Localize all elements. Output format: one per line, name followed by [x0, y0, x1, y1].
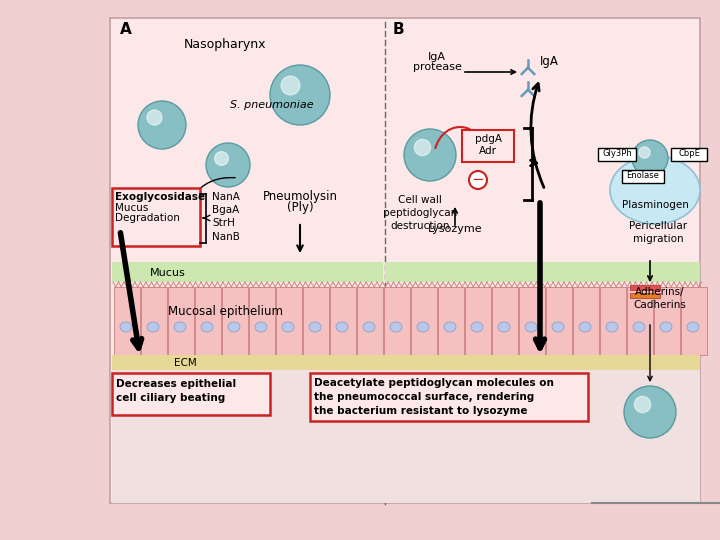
Text: Degradation: Degradation	[115, 213, 180, 223]
Bar	[464, 287, 490, 355]
Bar	[222, 287, 248, 355]
Ellipse shape	[552, 322, 564, 332]
FancyBboxPatch shape	[598, 148, 636, 161]
Ellipse shape	[471, 322, 483, 332]
Bar	[385, 262, 700, 282]
FancyBboxPatch shape	[622, 170, 664, 183]
Bar	[572, 287, 598, 355]
Ellipse shape	[579, 322, 591, 332]
Bar	[630, 285, 660, 290]
Ellipse shape	[147, 322, 159, 332]
Text: Nasopharynx: Nasopharynx	[184, 38, 266, 51]
Circle shape	[206, 143, 250, 187]
Bar	[518, 287, 544, 355]
Text: Decreases epithelial
cell ciliary beating: Decreases epithelial cell ciliary beatin…	[116, 379, 236, 403]
Ellipse shape	[606, 322, 618, 332]
Circle shape	[138, 101, 186, 149]
Circle shape	[624, 386, 676, 438]
Text: Lysozyme: Lysozyme	[428, 224, 482, 234]
Bar	[140, 287, 166, 355]
Ellipse shape	[633, 322, 645, 332]
Bar	[600, 287, 626, 355]
Bar	[112, 262, 383, 282]
Bar	[168, 287, 194, 355]
Circle shape	[632, 140, 668, 176]
Text: Mucus: Mucus	[115, 203, 148, 213]
Text: ECM: ECM	[174, 358, 197, 368]
Bar	[680, 287, 706, 355]
Text: B: B	[393, 22, 405, 37]
Bar	[630, 293, 660, 298]
Bar	[546, 287, 572, 355]
Bar	[330, 287, 356, 355]
FancyBboxPatch shape	[110, 18, 700, 503]
Ellipse shape	[660, 322, 672, 332]
Bar	[410, 287, 436, 355]
Ellipse shape	[336, 322, 348, 332]
FancyBboxPatch shape	[462, 130, 514, 162]
Text: Cell wall
peptidoglycan
destruction: Cell wall peptidoglycan destruction	[383, 195, 457, 232]
Text: Exoglycosidase: Exoglycosidase	[115, 192, 205, 202]
Ellipse shape	[255, 322, 267, 332]
Bar	[654, 287, 680, 355]
Bar	[112, 370, 700, 503]
Ellipse shape	[228, 322, 240, 332]
Ellipse shape	[363, 322, 375, 332]
Text: Circulation: Circulation	[171, 382, 238, 395]
Ellipse shape	[417, 322, 429, 332]
Circle shape	[270, 65, 330, 125]
Text: NanA
BgaA
StrH
NanB: NanA BgaA StrH NanB	[212, 192, 240, 241]
Bar	[626, 287, 652, 355]
Ellipse shape	[610, 156, 700, 224]
Ellipse shape	[120, 322, 132, 332]
Text: IgA: IgA	[540, 55, 559, 68]
Text: Pericellular
migration: Pericellular migration	[629, 221, 687, 244]
Text: protease: protease	[413, 62, 462, 72]
Bar	[112, 355, 700, 370]
FancyBboxPatch shape	[112, 373, 270, 415]
Text: −: −	[472, 172, 485, 187]
Bar	[248, 287, 274, 355]
Text: Mucus: Mucus	[150, 268, 186, 278]
Bar	[356, 287, 382, 355]
Text: Pneumolysin: Pneumolysin	[263, 190, 338, 203]
Text: (Ply): (Ply)	[287, 201, 313, 214]
Ellipse shape	[174, 322, 186, 332]
Bar	[384, 287, 410, 355]
Ellipse shape	[201, 322, 213, 332]
FancyBboxPatch shape	[671, 148, 707, 161]
Bar	[114, 287, 140, 355]
Ellipse shape	[309, 322, 321, 332]
Text: CbpE: CbpE	[678, 150, 700, 159]
Bar	[276, 287, 302, 355]
Bar	[194, 287, 220, 355]
FancyBboxPatch shape	[310, 373, 588, 421]
Circle shape	[404, 129, 456, 181]
Text: Plasminogen: Plasminogen	[621, 200, 688, 210]
Ellipse shape	[282, 322, 294, 332]
Text: A: A	[120, 22, 132, 37]
Circle shape	[469, 171, 487, 189]
Text: pdgA: pdgA	[474, 134, 502, 144]
Ellipse shape	[390, 322, 402, 332]
Text: Deacetylate peptidoglycan molecules on
the pneumococcal surface, rendering
the b: Deacetylate peptidoglycan molecules on t…	[314, 378, 554, 416]
Text: S. pneumoniae: S. pneumoniae	[230, 100, 314, 110]
Text: Adr: Adr	[479, 146, 497, 156]
Text: Enolase: Enolase	[626, 172, 660, 180]
Bar	[438, 287, 464, 355]
Ellipse shape	[525, 322, 537, 332]
Text: IgA: IgA	[428, 52, 446, 62]
Text: Mucosal epithelium: Mucosal epithelium	[168, 305, 282, 318]
Bar	[492, 287, 518, 355]
Ellipse shape	[498, 322, 510, 332]
Text: Adherins/
Cadherins: Adherins/ Cadherins	[634, 287, 686, 310]
FancyBboxPatch shape	[112, 188, 200, 246]
Ellipse shape	[444, 322, 456, 332]
Bar	[302, 287, 328, 355]
Text: Gly3Ph: Gly3Ph	[602, 150, 632, 159]
Ellipse shape	[687, 322, 699, 332]
